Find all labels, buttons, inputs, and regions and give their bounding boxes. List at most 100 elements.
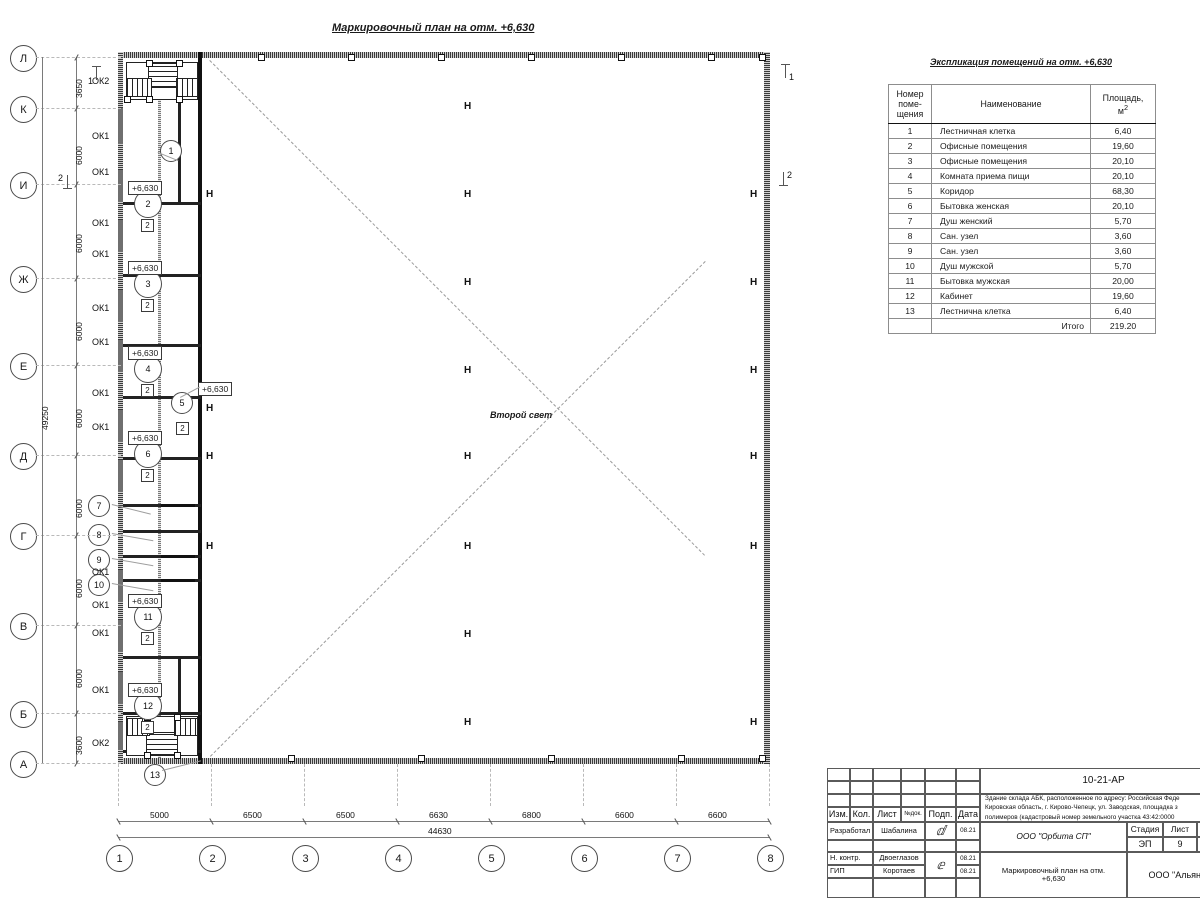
window-ok1-8 <box>118 620 123 652</box>
partition-11 <box>123 712 201 715</box>
cell-room-name: Душ женский <box>931 213 1091 229</box>
grid-line-B <box>36 713 121 714</box>
cell-room-area: 68,30 <box>1090 183 1156 199</box>
floor-plan: Н Н Н Н Н Н Н Н Н Н Н Н Н Н Н Н Н Н Втор… <box>88 52 770 786</box>
rev-blank-r1c6 <box>956 768 980 781</box>
grid-line-D <box>36 455 121 456</box>
finish-tag-11: 2 <box>141 632 154 645</box>
dim-horizontal-6: 6600 <box>708 810 727 820</box>
column-mark-h-r5: Н <box>750 541 758 552</box>
header-area-unit: м <box>1117 105 1124 116</box>
stamp-list-value: 9 <box>1163 837 1197 852</box>
column-b2 <box>418 755 425 762</box>
finish-tag-3: 2 <box>141 299 154 312</box>
cell-room-number: 13 <box>888 303 932 319</box>
table-total-row: Итого 219.20 <box>888 318 1156 334</box>
cell-room-name: Бытовка женская <box>931 198 1091 214</box>
dim-vertical-3: 6000 <box>74 322 84 341</box>
cell-room-name: Кабинет <box>931 288 1091 304</box>
cell-room-area: 20,10 <box>1090 168 1156 184</box>
grid-line-6 <box>583 764 584 806</box>
grid-letter-K: К <box>10 96 37 123</box>
role-2-name: ГИП <box>827 865 873 878</box>
dim-vertical-7: 6000 <box>74 669 84 688</box>
window-ok1-1 <box>118 170 123 202</box>
finish-tag-4: 2 <box>141 384 154 397</box>
rev-header-list: Лист <box>873 807 901 822</box>
column-mark-h-6: Н <box>464 541 472 552</box>
header-room-area: Площадь, м2 <box>1090 84 1156 124</box>
grid-letter-E: Е <box>10 353 37 380</box>
window-label-ok2-bottom: ОК2 <box>92 738 110 748</box>
stub-2 <box>178 656 181 714</box>
dim-vertical-8: 3600 <box>74 736 84 755</box>
column-mark-h-r3: Н <box>750 365 758 376</box>
window-ok1-10 <box>118 722 123 750</box>
cell-room-area: 20,10 <box>1090 198 1156 214</box>
grid-line-5 <box>490 764 491 806</box>
dim-tick-h-7 <box>767 818 772 825</box>
door-leaf-10 <box>161 579 195 582</box>
column-st5 <box>124 96 131 103</box>
dim-horizontal-4: 6800 <box>522 810 541 820</box>
column-t7 <box>759 54 766 61</box>
column-mark-h-r1: Н <box>750 189 758 200</box>
role-blank2-left <box>827 878 873 898</box>
cell-room-number: 4 <box>888 168 932 184</box>
partition-4 <box>123 396 201 399</box>
wall-exterior-left <box>118 52 123 764</box>
header-area-label: Площадь, <box>1102 92 1144 103</box>
section-mark-left-1: 1 <box>88 76 93 86</box>
cell-room-name: Лестничная клетка <box>931 123 1091 139</box>
window-label-ok1-1: ОК1 <box>92 131 110 141</box>
level-tag-2: +6,630 <box>128 181 163 195</box>
dim-vertical-6: 6000 <box>74 579 84 598</box>
level-tag-12: +6,630 <box>128 683 163 697</box>
stamp-lists-header: Ли <box>1197 822 1200 837</box>
cell-room-number: 6 <box>888 198 932 214</box>
plan-title: Маркировочный план на отм. +6,630 <box>332 22 535 34</box>
level-tag-4: +6,630 <box>128 346 163 360</box>
level-tag-6: +6,630 <box>128 431 163 445</box>
section-mark-right-2: 2 <box>787 170 792 180</box>
cell-room-area: 3,60 <box>1090 243 1156 259</box>
rev-blank-r3c1 <box>827 794 850 807</box>
rev-blank-r1c2 <box>850 768 873 781</box>
role-1-signature: ⅇ <box>925 852 956 878</box>
table-row: 2 Офисные помещения 19,60 <box>888 138 1156 154</box>
door-leaf-7 <box>161 504 195 507</box>
finish-tag-12: 2 <box>141 721 154 734</box>
table-row: 13 Лестнична клетка 6,40 <box>888 303 1156 319</box>
cell-room-name: Лестнична клетка <box>931 303 1091 319</box>
grid-letter-D: Д <box>10 443 37 470</box>
dim-chain-seg-v <box>76 57 77 763</box>
cell-room-area: 6,40 <box>1090 303 1156 319</box>
room-bubble-10: 10 <box>88 574 110 596</box>
column-t2 <box>348 54 355 61</box>
total-value: 219.20 <box>1090 318 1156 334</box>
rev-header-data: Дата <box>956 807 980 822</box>
section-mark-left-2-label: 2 <box>58 173 64 183</box>
header-room-number-l1: Номер <box>896 89 924 99</box>
role-blank2-sig <box>925 878 956 898</box>
dim-vertical-4: 6000 <box>74 409 84 428</box>
section-arrow-right-1 <box>785 64 786 78</box>
stamp-stage-value: ЭП <box>1127 837 1163 852</box>
rev-blank-r2c1 <box>827 781 850 794</box>
cell-room-number: 7 <box>888 213 932 229</box>
column-t3 <box>438 54 445 61</box>
section-arrow-left-2-cap <box>63 188 72 189</box>
grid-letter-G: Г <box>10 523 37 550</box>
exploitation-header-row: Номер поме- щения Наименование Площадь, … <box>888 84 1156 124</box>
wall-corridor-right <box>198 52 202 764</box>
stamp-lists-value: 1 <box>1197 837 1200 852</box>
dim-chain-total-v <box>42 57 43 763</box>
table-row: 11 Бытовка мужская 20,00 <box>888 273 1156 289</box>
column-st3 <box>146 96 153 103</box>
role-2-date: 08.21 <box>956 865 980 878</box>
rev-blank-r1c3 <box>873 768 901 781</box>
rev-blank-r1c5 <box>925 768 956 781</box>
dim-horizontal-3: 6630 <box>429 810 448 820</box>
cell-room-number: 12 <box>888 288 932 304</box>
grid-letter-ZH: Ж <box>10 266 37 293</box>
